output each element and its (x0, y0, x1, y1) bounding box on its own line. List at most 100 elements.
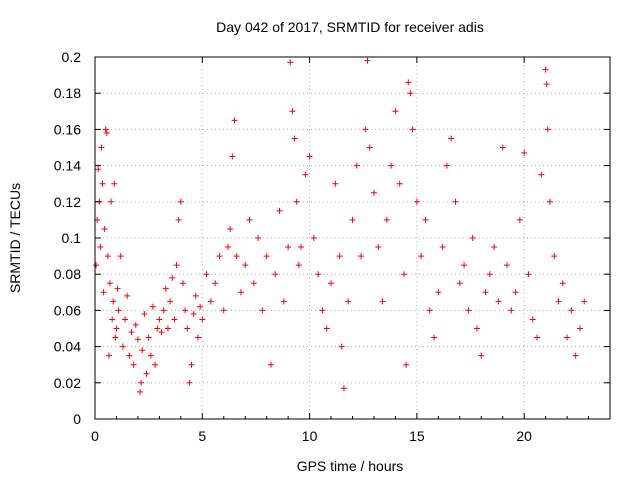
data-point (473, 325, 480, 332)
data-point (295, 262, 302, 269)
data-point (495, 298, 502, 305)
data-point (122, 316, 129, 323)
data-point (149, 303, 156, 310)
data-point (255, 235, 262, 241)
data-point (138, 379, 145, 386)
data-point (100, 289, 107, 296)
data-point (145, 334, 152, 341)
data-point (465, 307, 472, 314)
data-point (542, 66, 549, 73)
data-point (184, 325, 191, 332)
data-point (370, 189, 377, 196)
data-point (285, 244, 292, 251)
data-point (101, 225, 108, 232)
data-point (302, 171, 309, 178)
data-point (143, 370, 150, 377)
gridlines (95, 57, 610, 419)
data-point (409, 126, 416, 133)
data-point (207, 298, 214, 305)
data-point (396, 180, 403, 187)
data-point (418, 253, 425, 260)
data-point (403, 361, 410, 368)
data-point (422, 216, 429, 223)
data-point (572, 352, 579, 359)
data-point (538, 171, 545, 178)
data-point (111, 180, 118, 187)
x-tick-label: 15 (409, 428, 425, 444)
data-point (469, 235, 476, 241)
data-point (197, 303, 204, 310)
data-point (132, 321, 139, 328)
y-tick-label: 0.12 (54, 194, 81, 210)
data-point (203, 271, 210, 278)
data-point (461, 262, 468, 269)
data-point (115, 307, 122, 314)
data-point (167, 298, 174, 305)
y-tick-label: 0.02 (54, 375, 81, 391)
data-point (171, 316, 178, 323)
data-point (130, 361, 137, 368)
data-point (413, 198, 420, 205)
data-point (242, 262, 249, 269)
data-point (534, 334, 541, 341)
data-point (551, 253, 558, 260)
data-point (443, 162, 450, 169)
data-point (105, 352, 112, 359)
data-point (139, 347, 146, 354)
data-point (250, 280, 257, 287)
y-tick-label: 0.1 (62, 230, 82, 246)
y-tick-label: 0.14 (54, 158, 81, 174)
data-point (439, 244, 446, 251)
data-point (358, 253, 365, 260)
data-point (117, 253, 124, 260)
data-point (435, 289, 442, 296)
y-tick-label: 0.04 (54, 339, 81, 355)
axis-ticks (94, 56, 610, 420)
data-point (110, 298, 117, 305)
data-point (340, 385, 347, 392)
data-point (456, 280, 463, 287)
y-tick-label: 0.16 (54, 121, 81, 137)
data-point (452, 198, 459, 205)
data-point (388, 162, 395, 169)
data-point (173, 262, 180, 269)
data-point (482, 289, 489, 296)
data-point (188, 361, 195, 368)
data-point (581, 298, 588, 305)
data-point (364, 57, 371, 64)
data-point (126, 352, 133, 359)
data-point (504, 262, 510, 269)
data-point (98, 144, 105, 151)
data-point (141, 311, 148, 318)
data-point (162, 285, 169, 292)
data-point (353, 162, 360, 169)
data-point (93, 262, 100, 269)
data-point (306, 153, 313, 160)
data-point (564, 334, 571, 341)
data-point (289, 108, 296, 115)
x-tick-label: 10 (302, 428, 318, 444)
data-point (349, 216, 356, 223)
data-point (276, 207, 283, 214)
data-point (345, 298, 352, 305)
data-point (160, 307, 167, 314)
data-point (175, 216, 182, 223)
data-point (107, 280, 114, 287)
data-point (555, 298, 562, 305)
data-point (336, 253, 343, 260)
data-point (233, 253, 240, 260)
data-point (267, 361, 274, 368)
data-point (366, 144, 373, 151)
y-tick-label: 0.08 (54, 266, 81, 282)
data-point (405, 79, 412, 86)
data-point (225, 244, 232, 251)
data-point (521, 149, 528, 156)
x-tick-label: 20 (516, 428, 532, 444)
data-point (287, 59, 294, 66)
data-point (516, 216, 523, 223)
data-point (97, 244, 104, 251)
data-point (448, 135, 455, 142)
y-tick-label: 0.2 (62, 49, 82, 65)
axis-tick-labels: 0 5 10 15 20 0 0.02 0.04 0.06 0.08 0.1 0.12 0.14 0.16… (54, 49, 532, 444)
